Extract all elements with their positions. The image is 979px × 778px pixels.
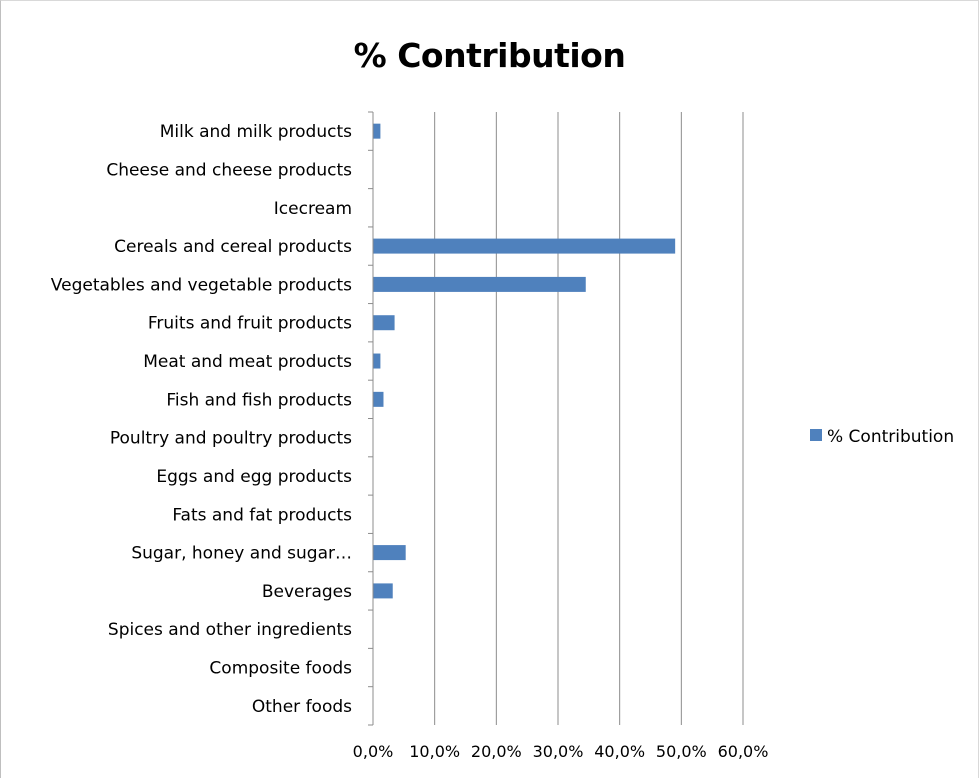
legend-swatch — [810, 429, 822, 441]
x-tick-label: 50,0% — [656, 742, 707, 761]
category-label: Milk and milk products — [160, 122, 352, 142]
chart-title: % Contribution — [353, 36, 626, 75]
x-tick-label: 40,0% — [594, 742, 645, 761]
category-label: Poultry and poultry products — [110, 429, 352, 449]
category-label: Cereals and cereal products — [114, 237, 352, 257]
category-label: Vegetables and vegetable products — [51, 275, 352, 295]
category-label: Fruits and fruit products — [148, 314, 352, 334]
bar — [373, 583, 393, 599]
bar — [373, 123, 381, 139]
bar — [373, 238, 676, 254]
legend: % Contribution — [810, 427, 954, 447]
category-label: Composite foods — [209, 659, 352, 679]
bar — [373, 391, 384, 407]
bar — [373, 276, 586, 292]
x-tick-label: 30,0% — [533, 742, 584, 761]
category-label: Eggs and egg products — [156, 467, 352, 487]
category-label: Other foods — [252, 697, 352, 717]
value-tick-labels: 0,0% 10,0% 20,0% 30,0% 40,0% 50,0% 60,0% — [353, 742, 769, 761]
category-label: Spices and other ingredients — [108, 620, 352, 640]
bar — [373, 545, 406, 561]
category-axis — [368, 111, 374, 726]
category-label: Icecream — [274, 199, 352, 219]
gridlines — [434, 112, 744, 725]
bar — [373, 315, 395, 331]
x-tick-label: 60,0% — [718, 742, 769, 761]
category-label: Meat and meat products — [143, 352, 352, 372]
legend-label: % Contribution — [827, 427, 954, 447]
category-label: Fats and fat products — [172, 505, 352, 525]
category-label: Beverages — [262, 582, 352, 602]
x-tick-label: 0,0% — [353, 742, 394, 761]
bar — [373, 353, 381, 369]
x-tick-label: 20,0% — [471, 742, 522, 761]
category-label: Fish and fish products — [166, 390, 352, 410]
x-tick-label: 10,0% — [409, 742, 460, 761]
category-labels: Milk and milk products Cheese and cheese … — [51, 122, 352, 717]
category-label: Sugar, honey and sugar… — [131, 544, 352, 564]
category-label: Cheese and cheese products — [106, 160, 352, 180]
bars — [373, 123, 676, 599]
